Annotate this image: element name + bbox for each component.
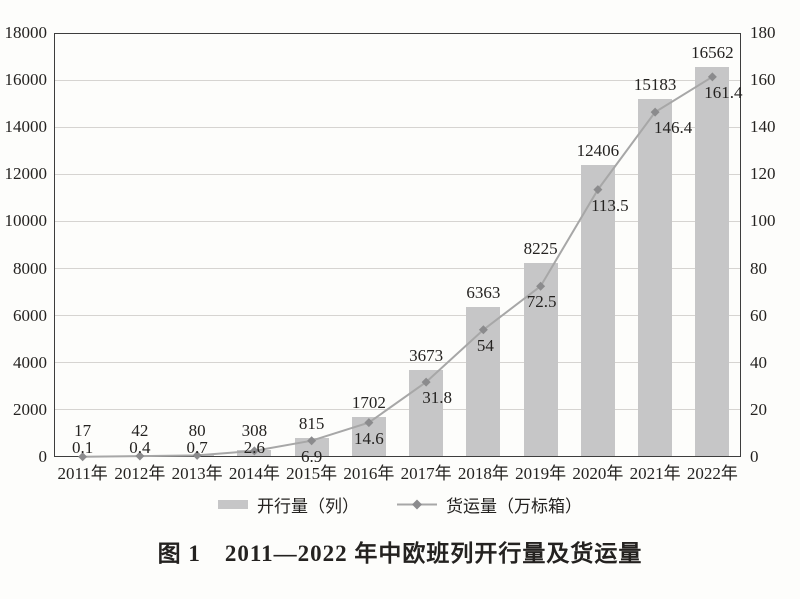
line-value-label-2016年: 14.6: [354, 428, 384, 448]
left-axis-tick-18000: 18000: [4, 23, 48, 42]
right-axis-tick-80: 80: [750, 258, 767, 278]
right-axis-tick-100: 100: [750, 211, 776, 231]
diamond-marker-2018年: [478, 325, 488, 335]
freight-line-series: [78, 72, 717, 462]
line-value-label-2014年: 2.6: [243, 438, 265, 457]
gridline-16000: [54, 79, 741, 81]
line-value-label-2018年: 54: [476, 335, 494, 355]
right-axis-tick-0: 0: [750, 447, 759, 466]
x-axis-label-2018年: 2018年: [457, 464, 509, 483]
gridline-6000: [54, 315, 741, 317]
legend-label-trains: 开行量（列）: [257, 497, 359, 516]
x-axis-label-2013年: 2013年: [171, 464, 223, 483]
bar-value-label-2017年: 3673: [409, 346, 444, 366]
bar-value-label-2019年: 8225: [523, 239, 558, 259]
bar-value-label-2018年: 6363: [466, 283, 501, 303]
line-value-label-2013年: 0.7: [186, 438, 208, 457]
left-axis-tick-4000: 4000: [13, 352, 47, 372]
bar-value-label-2021年: 15183: [633, 75, 677, 95]
line-value-label-2017年: 31.8: [422, 388, 452, 408]
bar-2021年: [638, 99, 673, 457]
line-value-label-2022年: 161.4: [704, 82, 743, 102]
gridline-2000: [54, 409, 741, 411]
x-axis-label-2016年: 2016年: [343, 464, 395, 483]
gridline-8000: [54, 268, 741, 270]
diamond-marker-2019年: [536, 281, 546, 291]
left-axis-tick-8000: 8000: [13, 258, 47, 278]
x-axis-label-2021年: 2021年: [629, 464, 681, 483]
line-series-swatch-icon: [397, 499, 437, 510]
diamond-marker-2020年: [593, 185, 603, 195]
left-axis-tick-14000: 14000: [4, 117, 48, 137]
bar-2022年: [695, 66, 730, 457]
left-axis-tick-12000: 12000: [4, 164, 48, 184]
gridline-10000: [54, 220, 741, 222]
line-value-label-2021年: 146.4: [654, 118, 693, 138]
x-axis-label-2020年: 2020年: [572, 464, 624, 483]
right-axis-tick-40: 40: [750, 352, 767, 372]
diamond-marker-2017年: [421, 377, 431, 387]
diamond-marker-2014年: [249, 446, 259, 456]
bar-value-label-2012年: 42: [131, 421, 149, 440]
bar-value-label-2016年: 1702: [351, 392, 386, 412]
bar-series-swatch-icon: [218, 500, 248, 509]
diamond-marker-2011年: [78, 452, 88, 462]
legend-label-freight: 货运量（万标箱）: [446, 497, 582, 516]
diamond-marker-2013年: [192, 450, 202, 460]
x-axis-label-2022年: 2022年: [686, 464, 738, 483]
right-axis-tick-140: 140: [750, 117, 776, 137]
right-axis-tick-160: 160: [750, 70, 776, 90]
x-axis-label-2014年: 2014年: [228, 464, 280, 483]
line-value-label-2011年: 0.1: [72, 438, 94, 457]
line-value-label-2012年: 0.4: [129, 438, 151, 457]
left-axis-tick-2000: 2000: [13, 399, 47, 419]
bar-value-label-2011年: 17: [74, 421, 92, 440]
right-axis-tick-180: 180: [750, 23, 776, 42]
bar-value-label-2015年: 815: [298, 413, 325, 433]
chart-legend: 开行量（列） 货运量（万标箱）: [0, 492, 800, 517]
diamond-marker-2012年: [135, 451, 145, 461]
line-value-label-2015年: 6.9: [301, 446, 323, 466]
figure-caption: 图 1 2011—2022 年中欧班列开行量及货运量: [157, 541, 643, 566]
left-axis-tick-16000: 16000: [4, 70, 48, 90]
gridline-14000: [54, 126, 741, 128]
left-axis-tick-0: 0: [38, 447, 48, 466]
x-axis-label-2019年: 2019年: [515, 464, 567, 483]
right-axis-tick-20: 20: [750, 399, 767, 419]
gridline-12000: [54, 173, 741, 175]
x-axis-label-2017年: 2017年: [400, 464, 452, 483]
diamond-marker-2022年: [707, 72, 717, 82]
legend-item-trains: 开行量（列）: [218, 492, 359, 517]
diamond-marker-2016年: [364, 418, 374, 428]
combo-chart: 0 2000 4000 6000 8000 10000 12000 14000 16000 180…: [4, 23, 776, 484]
left-axis-tick-10000: 10000: [4, 211, 48, 231]
line-value-label-2020年: 113.5: [591, 195, 629, 215]
bar-value-label-2022年: 16562: [691, 42, 734, 62]
right-axis-tick-120: 120: [750, 164, 776, 184]
legend-item-freight: 货运量（万标箱）: [397, 492, 582, 517]
bar-value-label-2014年: 308: [241, 421, 268, 440]
left-axis-tick-6000: 6000: [13, 305, 47, 325]
line-value-label-2019年: 72.5: [526, 292, 557, 312]
plot-border: [54, 33, 741, 457]
gridline-4000: [54, 362, 741, 364]
x-axis-label-2011年: 2011年: [57, 464, 108, 483]
diamond-marker-2021年: [650, 107, 660, 117]
bar-2020年: [580, 164, 615, 457]
x-axis-label-2015年: 2015年: [286, 464, 338, 483]
bar-value-label-2013年: 80: [188, 421, 206, 440]
x-axis-label-2012年: 2012年: [114, 464, 166, 483]
diamond-marker-2015年: [307, 436, 317, 446]
bar-value-label-2020年: 12406: [576, 140, 620, 160]
right-axis-tick-60: 60: [750, 305, 767, 325]
